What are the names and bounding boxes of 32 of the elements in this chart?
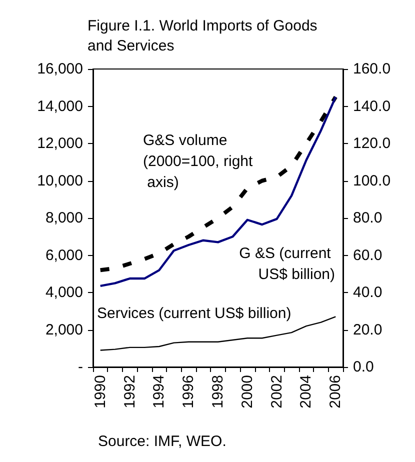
y-tick-label: - (78, 358, 83, 376)
x-tick-label: 2006 (327, 375, 344, 408)
series-label: G &S (current US$ billion) (239, 245, 335, 283)
x-tick-label: 1994 (150, 375, 168, 408)
x-tick-label: 2002 (268, 375, 286, 408)
y2-tick-label: 0.0 (353, 358, 374, 376)
x-tick-label: 2000 (238, 375, 256, 408)
x-tick-label: 1990 (92, 375, 109, 408)
series-label: Services (current US$ billion) (97, 305, 292, 322)
y-tick-label: 6,000 (45, 246, 83, 264)
y2-tick-label: 140.0 (353, 98, 391, 115)
y-tick-label: 10,000 (37, 172, 83, 190)
x-tick-label: 1992 (121, 375, 138, 408)
y2-tick-label: 80.0 (353, 210, 382, 226)
chart-title: Figure I.1. World Imports of Goods and Services (88, 18, 322, 54)
y-tick-label: 4,000 (45, 284, 83, 301)
source-note: Source: IMF, WEO. (98, 433, 226, 450)
y2-tick-label: 100.0 (353, 172, 391, 190)
x-tick-label: 2004 (298, 375, 315, 408)
y-tick-label: 8,000 (45, 210, 83, 226)
y-tick-label: 14,000 (37, 98, 83, 115)
x-tick-label: 1998 (210, 375, 226, 408)
x-tick-label: 1996 (180, 375, 198, 408)
series-label: G&S volume (2000=100, right axis) (143, 132, 254, 191)
y2-tick-label: 40.0 (353, 284, 382, 301)
y2-tick-label: 20.0 (353, 321, 382, 338)
y2-tick-label: 60.0 (353, 246, 382, 264)
y2-tick-label: 120.0 (353, 135, 391, 152)
y-tick-label: 12,000 (37, 135, 83, 152)
y-tick-label: 2,000 (45, 321, 83, 338)
y-tick-label: 16,000 (37, 60, 83, 78)
y2-tick-label: 160.0 (353, 60, 391, 78)
